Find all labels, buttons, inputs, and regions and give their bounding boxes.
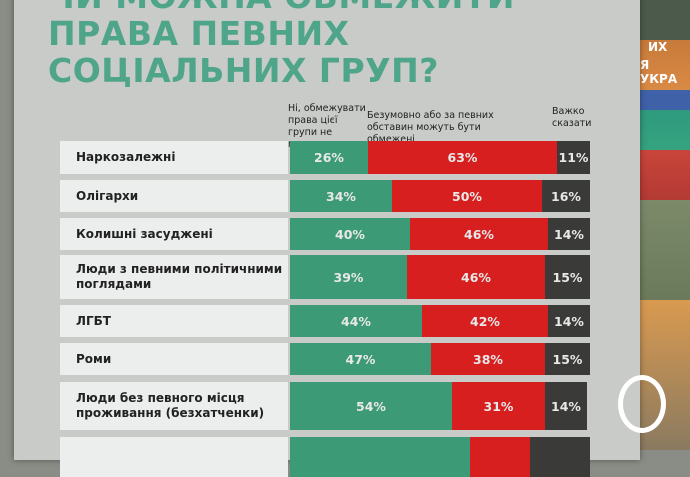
data-label: 26%	[314, 150, 344, 165]
data-label: 38%	[473, 351, 503, 367]
bar-segment-hard: 14%	[548, 218, 590, 250]
watermark-logo	[618, 375, 666, 433]
chart-row: Люди без певного місця проживання (безха…	[60, 382, 590, 430]
bar-segment-hard: 15%	[545, 255, 590, 299]
stacked-bar: 34% 50% 16%	[290, 180, 590, 212]
chart-row: ЛГБТ 44% 42% 14%	[60, 305, 590, 337]
data-label: 39%	[333, 269, 364, 285]
chart-row: Роми 47% 38% 15%	[60, 343, 590, 375]
bar-segment-no: 47%	[290, 343, 431, 375]
bar-segment-no: 39%	[290, 255, 407, 299]
stacked-bar: 40% 46% 14%	[290, 218, 590, 250]
bar-segment-hard: 16%	[542, 180, 590, 212]
background-sign-text: Я УКРА	[640, 58, 678, 86]
bar-segment-hard: 15%	[545, 343, 590, 375]
data-label: 15%	[552, 351, 583, 367]
bar-segment-hard: 11%	[557, 141, 590, 174]
category-label: Люди з певними політичними поглядами	[60, 255, 288, 299]
data-label: 50%	[452, 188, 482, 204]
data-label: 34%	[326, 188, 356, 204]
data-label: 15%	[552, 269, 583, 285]
title-line: ЧИ МОЖНА ОБМЕЖИТИ	[48, 0, 515, 15]
stacked-bar: 44% 42% 14%	[290, 305, 590, 337]
data-label: 31%	[483, 398, 514, 414]
data-label: 14%	[554, 226, 584, 242]
bar-segment-yes: 50%	[392, 180, 542, 212]
stacked-bar: 47% 38% 15%	[290, 343, 590, 375]
category-label: Наркозалежні	[60, 141, 288, 174]
data-label: 40%	[335, 226, 365, 242]
category-label	[60, 437, 288, 477]
data-label: 14%	[554, 313, 584, 329]
chart-row: Колишні засуджені 40% 46% 14%	[60, 218, 590, 250]
data-label: 46%	[461, 269, 491, 285]
category-label: Роми	[60, 343, 288, 375]
chart-row: Наркозалежні 26% 63% 11%	[60, 141, 590, 174]
bar-segment-yes: 46%	[410, 218, 548, 250]
data-label: 44%	[341, 313, 371, 329]
bar-segment-yes: 46%	[407, 255, 545, 299]
chart-row: Люди з певними політичними поглядами 39% 4…	[60, 255, 590, 299]
bar-segment-no: 44%	[290, 305, 422, 337]
category-label: Олігархи	[60, 180, 288, 212]
stacked-bar: 54% 31% 14%	[290, 382, 590, 430]
bar-segment-no: 26%	[290, 141, 368, 174]
bar-segment-yes: 31%	[452, 382, 545, 430]
legend-yes: Безумовно або за певних обставин можуть …	[367, 110, 494, 145]
bar-segment-no: 40%	[290, 218, 410, 250]
data-label: 63%	[447, 150, 478, 165]
bar-segment-no	[290, 437, 470, 477]
data-label: 11%	[558, 150, 589, 165]
bar-segment-hard	[530, 437, 590, 477]
bar-segment-no: 54%	[290, 382, 452, 430]
stacked-bar	[290, 437, 590, 477]
title-line: ПРАВА ПЕВНИХ	[48, 14, 350, 53]
bar-segment-no: 34%	[290, 180, 392, 212]
data-label: 14%	[551, 398, 581, 414]
bar-segment-hard: 14%	[545, 382, 587, 430]
bar-segment-yes: 42%	[422, 305, 548, 337]
category-label: Люди без певного місця проживання (безха…	[60, 382, 288, 430]
data-label: 46%	[464, 226, 494, 242]
category-label: ЛГБТ	[60, 305, 288, 337]
bar-segment-yes: 38%	[431, 343, 545, 375]
background-wall: ИХ Я УКРА	[640, 0, 690, 450]
data-label: 16%	[551, 188, 581, 204]
data-label: 42%	[470, 313, 500, 329]
category-label: Колишні засуджені	[60, 218, 288, 250]
bar-segment-hard: 14%	[548, 305, 590, 337]
chart-row: Олігархи 34% 50% 16%	[60, 180, 590, 212]
bar-segment-yes	[470, 437, 530, 477]
bar-segment-yes: 63%	[368, 141, 557, 174]
stacked-bar: 26% 63% 11%	[290, 141, 590, 174]
stacked-bar: 39% 46% 15%	[290, 255, 590, 299]
chart-row	[60, 437, 590, 477]
data-label: 54%	[356, 398, 386, 414]
title-line: СОЦІАЛЬНИХ ГРУП?	[48, 51, 439, 90]
chart-title: ЧИ МОЖНА ОБМЕЖИТИ ПРАВА ПЕВНИХ СОЦІАЛЬНИ…	[48, 0, 515, 89]
background-sign-text: ИХ	[648, 40, 668, 54]
legend-hard: Важко сказати	[552, 106, 592, 129]
data-label: 47%	[345, 351, 376, 367]
